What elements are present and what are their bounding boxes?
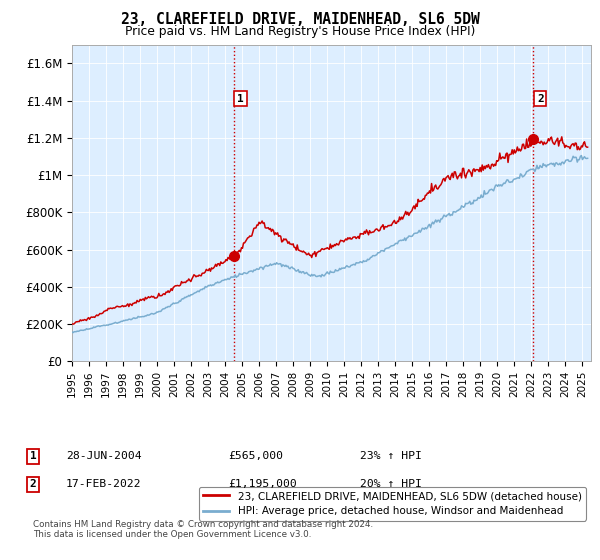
Text: 1: 1 — [29, 451, 37, 461]
Text: 23, CLAREFIELD DRIVE, MAIDENHEAD, SL6 5DW: 23, CLAREFIELD DRIVE, MAIDENHEAD, SL6 5D… — [121, 12, 479, 27]
Text: Price paid vs. HM Land Registry's House Price Index (HPI): Price paid vs. HM Land Registry's House … — [125, 25, 475, 38]
Text: 28-JUN-2004: 28-JUN-2004 — [66, 451, 142, 461]
Text: 17-FEB-2022: 17-FEB-2022 — [66, 479, 142, 489]
Text: £1,195,000: £1,195,000 — [228, 479, 297, 489]
Text: 1: 1 — [237, 94, 244, 104]
Text: 2: 2 — [29, 479, 37, 489]
Text: £565,000: £565,000 — [228, 451, 283, 461]
Legend: 23, CLAREFIELD DRIVE, MAIDENHEAD, SL6 5DW (detached house), HPI: Average price, : 23, CLAREFIELD DRIVE, MAIDENHEAD, SL6 5D… — [199, 487, 586, 520]
Text: 23% ↑ HPI: 23% ↑ HPI — [360, 451, 422, 461]
Text: 20% ↑ HPI: 20% ↑ HPI — [360, 479, 422, 489]
Text: Contains HM Land Registry data © Crown copyright and database right 2024.
This d: Contains HM Land Registry data © Crown c… — [33, 520, 373, 539]
Text: 2: 2 — [537, 94, 544, 104]
